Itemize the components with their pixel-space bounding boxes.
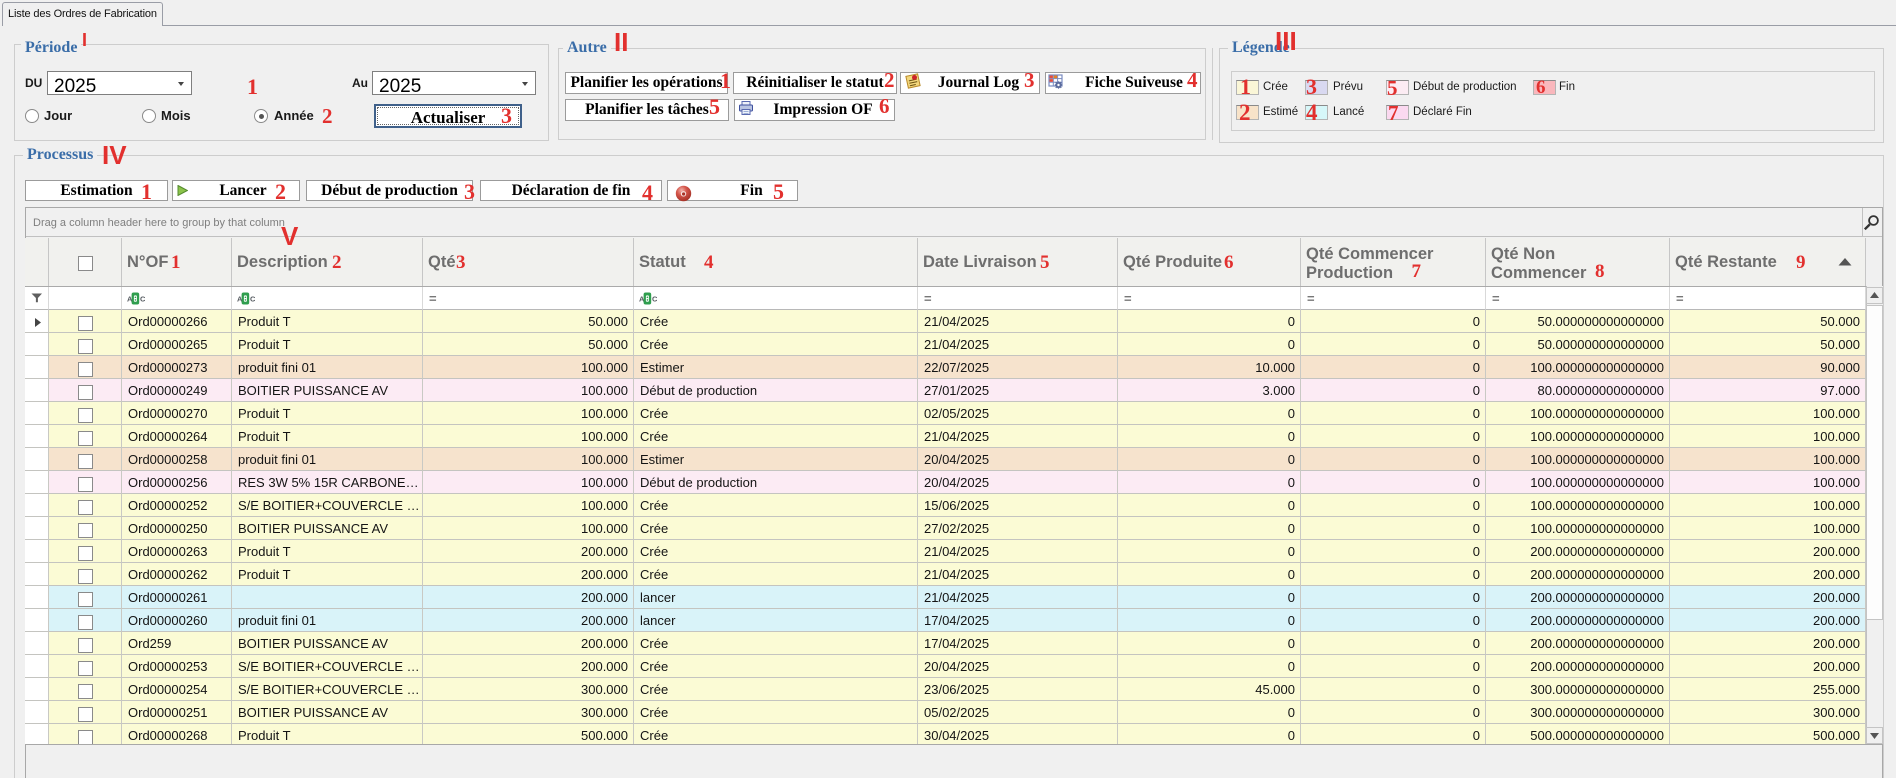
svg-text:C: C	[140, 295, 145, 304]
svg-text:A: A	[639, 295, 645, 304]
svg-text:C: C	[652, 295, 657, 304]
svg-text:C: C	[250, 295, 255, 304]
svg-text:A: A	[127, 295, 133, 304]
svg-text:A: A	[237, 295, 243, 304]
